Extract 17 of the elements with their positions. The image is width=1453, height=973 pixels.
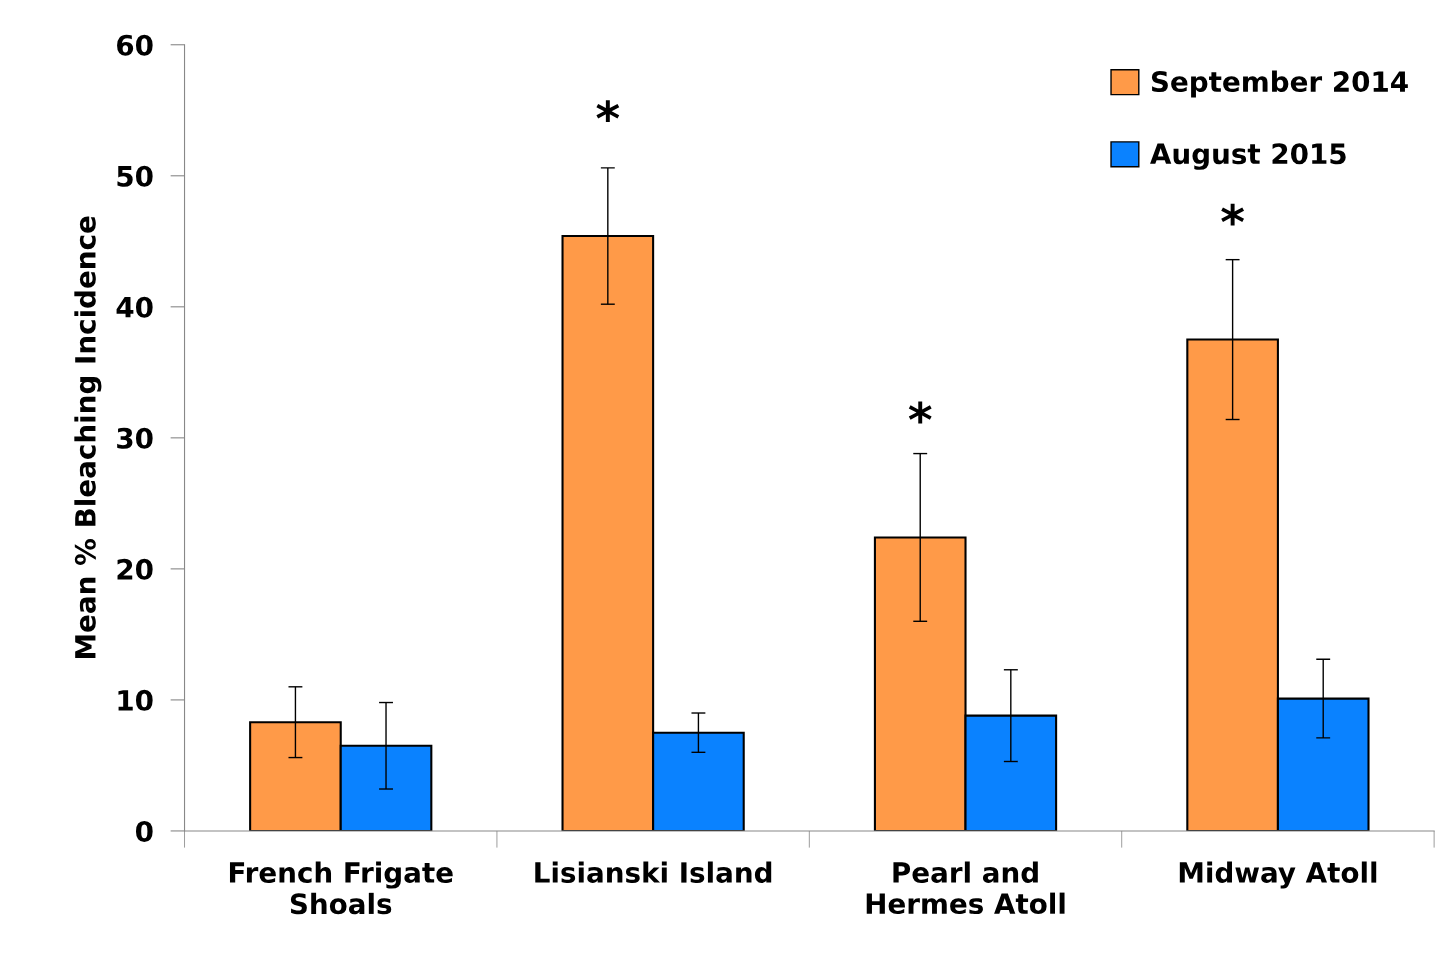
annotation: * bbox=[908, 401, 932, 424]
y-tick-label: 20 bbox=[117, 558, 153, 580]
y-tick-label: 40 bbox=[116, 296, 153, 318]
y-axis-title: Mean % Bleaching Incidence bbox=[74, 216, 102, 659]
y-tick-label: 0 bbox=[135, 820, 153, 842]
x-tick-label: Pearl and Hermes Atoll bbox=[866, 861, 1065, 915]
legend-label: August 2015 bbox=[1150, 143, 1346, 170]
x-tick-label: Lisianski Island bbox=[535, 861, 772, 883]
y-tick-label: 50 bbox=[117, 165, 153, 187]
x-tick-label: Midway Atoll bbox=[1179, 861, 1377, 889]
y-tick-label: 60 bbox=[117, 34, 153, 56]
annotation: * bbox=[596, 100, 620, 123]
legend-label: September 2014 bbox=[1151, 70, 1408, 98]
y-tick-label: 10 bbox=[118, 689, 153, 711]
annotation: * bbox=[1221, 203, 1245, 226]
y-tick-label: 30 bbox=[117, 427, 153, 449]
x-tick-label: French Frigate Shoals bbox=[229, 861, 453, 915]
